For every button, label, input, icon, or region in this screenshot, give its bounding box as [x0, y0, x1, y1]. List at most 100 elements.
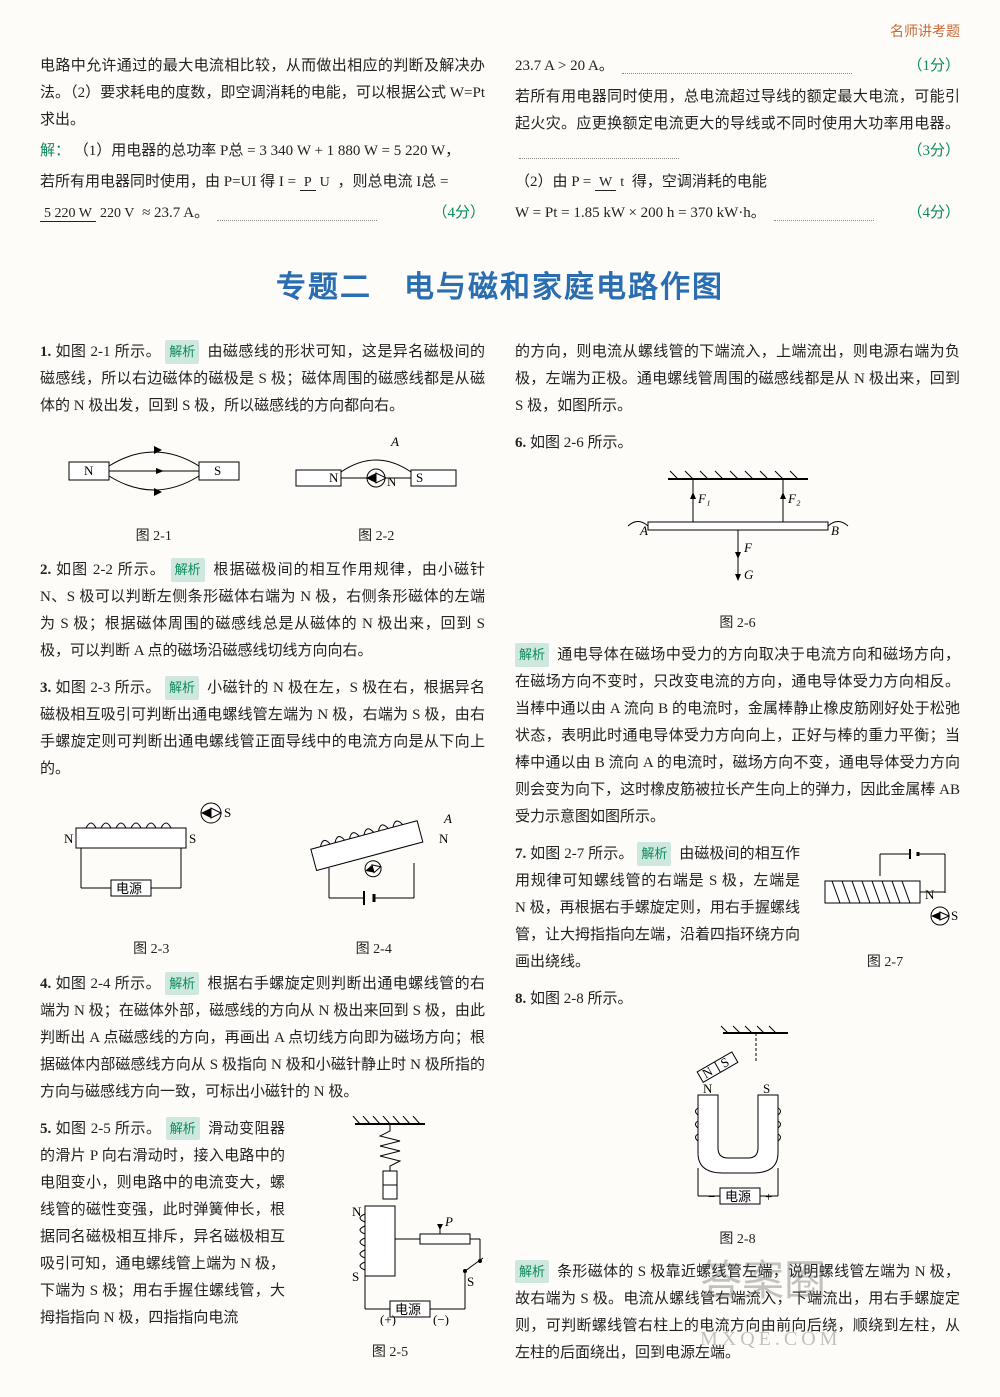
item-6: 6. 如图 2-6 所示。 — [515, 430, 960, 457]
item-2-num: 2. — [40, 562, 51, 578]
solenoid-tilted-icon: N A — [279, 793, 469, 923]
svg-text:电源: 电源 — [395, 1302, 421, 1317]
frac-p-u: PU — [300, 175, 334, 190]
svg-text:F: F — [743, 540, 753, 555]
item-7: 7. 如图 2-7 所示。 解析 由磁极间的相互作用规律可知螺线管的右端是 S … — [515, 841, 960, 976]
svg-text:N: N — [703, 1081, 713, 1096]
top-left-sol-line1: 解： （1）用电器的总功率 P总 = 3 340 W + 1 880 W = 5… — [40, 138, 485, 165]
item-5-figref: 如图 2-5 所示。 — [56, 1121, 162, 1137]
score-3: （3分） — [907, 138, 960, 165]
header-right: 名师讲考题 — [40, 20, 960, 45]
item-1-num: 1. — [40, 344, 51, 360]
solenoid-horiz-icon: N S — [810, 841, 960, 936]
top-left-sol-line3: 5 220 W220 V ≈ 23.7 A。 （4分） — [40, 200, 485, 227]
svg-text:P: P — [444, 1214, 453, 1229]
item-5-num: 5. — [40, 1121, 51, 1137]
item-8: 8. 如图 2-8 所示。 — [515, 986, 960, 1013]
item-7-num: 7. — [515, 846, 526, 862]
analysis-label-5: 解析 — [166, 1117, 200, 1140]
analysis-label-2: 解析 — [171, 558, 205, 581]
item-5-cont-text: 的方向，则电流从螺线管的下端流入，上端流出，则电源右端为负极，左端为正极。通电螺… — [515, 339, 960, 420]
item-5-text: 滑动变阻器的滑片 P 向右滑动时，接入电路中的电阻变小，则电路中的电流变大，螺线… — [40, 1121, 285, 1326]
compass-field-icon: N S A N — [291, 430, 461, 510]
top-left-para1: 电路中允许通过的最大电流相比较，从而做出相应的判断及解决办法。（2）要求耗电的度… — [40, 53, 485, 134]
item-2: 2. 如图 2-2 所示。 解析 根据磁极间的相互作用规律，由小磁针 N、S 极… — [40, 557, 485, 665]
analysis-label-7: 解析 — [637, 842, 671, 865]
caption-2-4: 图 2-4 — [279, 937, 469, 962]
svg-text:N: N — [64, 831, 74, 846]
svg-text:A: A — [443, 811, 452, 826]
svg-text:S: S — [951, 908, 958, 923]
score-1: （1分） — [907, 53, 960, 80]
item-3-num: 3. — [40, 680, 51, 696]
top-right-line4: W = Pt = 1.85 kW × 200 h = 370 kW·h。 （4分… — [515, 200, 960, 227]
frac-w-t: Wt — [595, 175, 628, 190]
svg-text:B: B — [831, 523, 839, 538]
spring-solenoid-icon: N S P S — [295, 1116, 485, 1326]
force-diagram-icon: AB F₁ F₂ F G — [608, 467, 868, 597]
svg-text:S: S — [352, 1269, 359, 1284]
item-6-num: 6. — [515, 435, 526, 451]
svg-text:F₁: F₁ — [697, 491, 710, 506]
item-1: 1. 如图 2-1 所示。 解析 由磁感线的形状可知，这是异名磁极间的磁感线，所… — [40, 339, 485, 420]
top-right-para2: 若所有用电器同时使用，总电流超过导线的额定最大电流，可能引起火灾。应更换额定电流… — [515, 84, 960, 165]
fig-2-3: S NS 电源 图 — [56, 793, 246, 962]
top-left-col: 电路中允许通过的最大电流相比较，从而做出相应的判断及解决办法。（2）要求耗电的度… — [40, 53, 485, 231]
item-3-figref: 如图 2-3 所示。 — [55, 680, 160, 696]
section-title: 专题二 电与磁和家庭电路作图 — [40, 261, 960, 315]
svg-text:S: S — [224, 805, 231, 820]
item-8-figref: 如图 2-8 所示。 — [530, 991, 633, 1007]
item-5: 5. 如图 2-5 所示。 解析 滑动变阻器的滑片 P 向右滑动时，接入电路中的… — [40, 1116, 485, 1365]
svg-text:N: N — [84, 463, 94, 478]
main-columns: 1. 如图 2-1 所示。 解析 由磁感线的形状可知，这是异名磁极间的磁感线，所… — [40, 339, 960, 1376]
analysis-label-3: 解析 — [165, 676, 199, 699]
top-solution-block: 电路中允许通过的最大电流相比较，从而做出相应的判断及解决办法。（2）要求耗电的度… — [40, 53, 960, 231]
caption-2-2: 图 2-2 — [291, 524, 461, 549]
svg-text:电源: 电源 — [725, 1189, 751, 1204]
top-right-line3: （2）由 P = Wt 得，空调消耗的电能 — [515, 169, 960, 196]
frac-5220-220: 5 220 W220 V — [40, 206, 138, 221]
sol1c: ，则总电流 I总 = — [338, 174, 449, 190]
caption-2-1: 图 2-1 — [64, 524, 244, 549]
svg-text:S: S — [467, 1274, 474, 1289]
fig-2-7: N S 图 2-7 — [810, 841, 960, 976]
fig-2-4: N A 图 2-4 — [279, 793, 469, 962]
item-3: 3. 如图 2-3 所示。 解析 小磁针的 N 极在左，S 极在右，根据异名磁极… — [40, 675, 485, 783]
item-6-text: 解析 通电导体在磁场中受力的方向取决于电流方向和磁场方向，在磁场方向不变时，只改… — [515, 642, 960, 831]
svg-text:电源: 电源 — [116, 881, 142, 896]
svg-text:F₂: F₂ — [787, 491, 801, 506]
caption-2-8: 图 2-8 — [628, 1227, 848, 1252]
svg-text:N: N — [387, 474, 397, 489]
fig-2-1: N S 图 2-1 — [64, 430, 244, 549]
caption-2-3: 图 2-3 — [56, 937, 246, 962]
sol-label: 解： — [40, 143, 70, 159]
svg-text:G: G — [744, 567, 754, 582]
item-4-figref: 如图 2-4 所示。 — [55, 976, 161, 992]
score-4b: （4分） — [907, 200, 960, 227]
caption-2-6: 图 2-6 — [608, 611, 868, 636]
svg-text:N: N — [925, 887, 935, 902]
solenoid-icon: S NS 电源 — [56, 793, 246, 923]
analysis-label-8: 解析 — [515, 1260, 549, 1283]
caption-2-5: 图 2-5 — [295, 1340, 485, 1365]
fig-2-5: N S P S — [295, 1116, 485, 1365]
top-right-line1: 23.7 A > 20 A。 （1分） — [515, 53, 960, 80]
item-8-num: 8. — [515, 991, 526, 1007]
item-8-body: 条形磁体的 S 极靠近螺线管左端，说明螺线管左端为 N 极，故右端为 S 极。电… — [515, 1264, 960, 1361]
svg-text:S: S — [763, 1081, 770, 1096]
svg-text:(+): (+) — [380, 1312, 396, 1326]
item-4: 4. 如图 2-4 所示。 解析 根据右手螺旋定则判断出通电螺线管的右端为 N … — [40, 971, 485, 1106]
analysis-label-6: 解析 — [515, 643, 549, 666]
fig-2-2: N S A N 图 2-2 — [291, 430, 461, 549]
item-8-text: 解析 条形磁体的 S 极靠近螺线管左端，说明螺线管左端为 N 极，故右端为 S … — [515, 1259, 960, 1367]
analysis-label-4: 解析 — [165, 972, 199, 995]
sol1b: 若所有用电器同时使用，由 P=UI 得 I = — [40, 174, 296, 190]
left-column: 1. 如图 2-1 所示。 解析 由磁感线的形状可知，这是异名磁极间的磁感线，所… — [40, 339, 485, 1376]
fig-2-8: NS NS 电源 −+ 图 2-8 — [628, 1023, 848, 1252]
svg-text:N: N — [439, 831, 449, 846]
svg-text:N: N — [329, 470, 339, 485]
fig-2-6: AB F₁ F₂ F G 图 2-6 — [608, 467, 868, 636]
caption-2-7: 图 2-7 — [810, 950, 960, 975]
item-6-body: 通电导体在磁场中受力的方向取决于电流方向和磁场方向，在磁场方向不变时，只改变电流… — [515, 647, 960, 825]
svg-text:S: S — [214, 463, 221, 478]
